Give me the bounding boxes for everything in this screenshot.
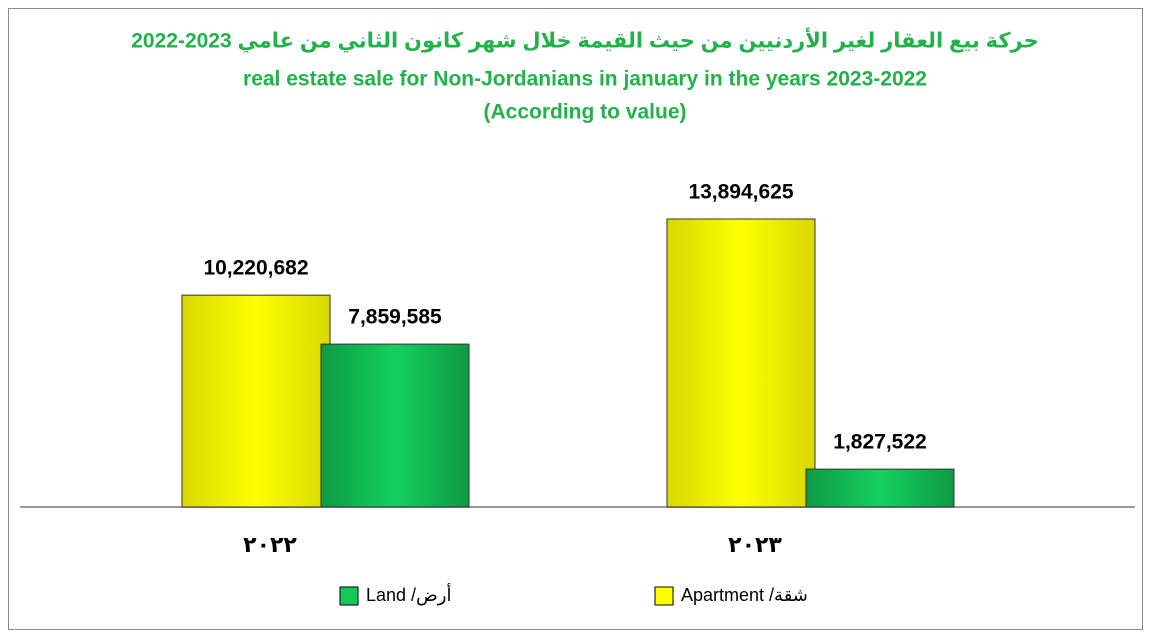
bar xyxy=(320,343,470,508)
x-tick-label: ٢٠٢٢ xyxy=(243,532,297,557)
data-label: 10,220,682 xyxy=(203,257,308,280)
data-label: 13,894,625 xyxy=(688,181,793,204)
data-label: 1,827,522 xyxy=(833,431,926,454)
legend-swatch xyxy=(654,586,674,606)
legend-swatch xyxy=(339,586,359,606)
legend-label: أرض/ Land xyxy=(366,583,452,606)
title-arabic: حركة بيع العقار لغير الأردنيين من حيث ال… xyxy=(131,27,1039,53)
data-label: 7,859,585 xyxy=(348,306,442,329)
title-note: (According to value) xyxy=(483,101,686,124)
legend-label: شقة/ Apartment xyxy=(681,585,808,605)
title-english: real estate sale for Non-Jordanians in j… xyxy=(243,68,927,91)
x-tick-label: ٢٠٢٣ xyxy=(728,532,782,557)
bar xyxy=(181,294,331,508)
bar xyxy=(666,218,816,508)
bar xyxy=(805,468,955,508)
